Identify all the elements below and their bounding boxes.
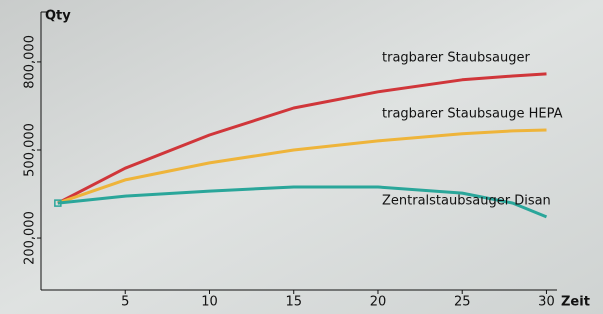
background xyxy=(0,0,603,314)
series-label: tragbarer Staubsauge HEPA xyxy=(382,107,563,122)
chart: Qty Zeit 200,000 500,000 800,000 5 10 15 20 25 3… xyxy=(0,0,603,314)
y-axis-title: Qty xyxy=(45,9,71,24)
x-tick-label: 30 xyxy=(538,295,555,310)
x-tick-label: 25 xyxy=(454,295,471,310)
series-label: tragbarer Staubsauger xyxy=(382,50,530,65)
y-tick-label: 800,000 xyxy=(23,35,38,89)
y-tick-label: 500,000 xyxy=(23,123,38,177)
x-tick-label: 15 xyxy=(285,295,302,310)
page: Qty Zeit 200,000 500,000 800,000 5 10 15 20 25 3… xyxy=(0,0,603,314)
x-tick-label: 20 xyxy=(370,295,387,310)
x-axis-title: Zeit xyxy=(561,295,590,310)
y-tick-label: 200,000 xyxy=(23,211,38,265)
x-tick-label: 10 xyxy=(201,295,218,310)
x-tick-label: 5 xyxy=(121,295,129,310)
series-label: Zentralstaubsauger Disan xyxy=(382,193,551,208)
